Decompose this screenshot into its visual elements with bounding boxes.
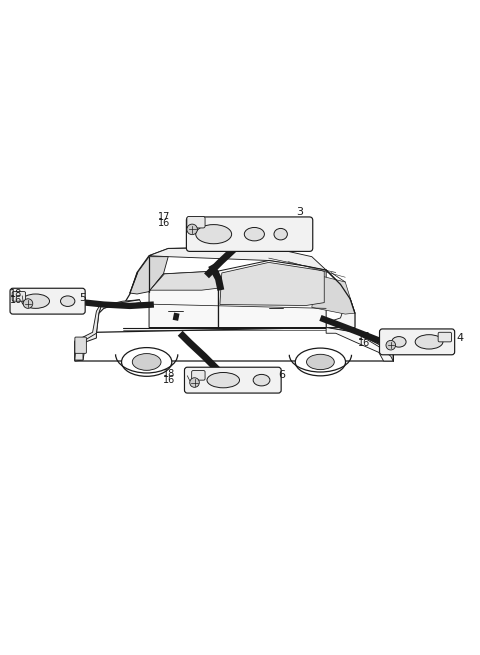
Circle shape: [190, 378, 199, 387]
FancyBboxPatch shape: [383, 342, 395, 353]
Text: 3: 3: [296, 208, 303, 217]
Polygon shape: [326, 299, 355, 328]
Text: 4: 4: [456, 333, 464, 343]
Ellipse shape: [274, 229, 288, 240]
Text: 16: 16: [359, 338, 371, 348]
Ellipse shape: [121, 348, 172, 377]
Text: 17: 17: [358, 332, 371, 342]
FancyBboxPatch shape: [380, 329, 455, 355]
Ellipse shape: [295, 348, 346, 376]
FancyBboxPatch shape: [186, 217, 313, 252]
Polygon shape: [312, 275, 355, 314]
FancyBboxPatch shape: [438, 332, 452, 342]
Polygon shape: [130, 257, 168, 294]
Text: 16: 16: [158, 218, 170, 228]
Circle shape: [23, 299, 33, 309]
Ellipse shape: [392, 337, 406, 347]
Ellipse shape: [253, 375, 270, 386]
Polygon shape: [75, 328, 393, 361]
FancyBboxPatch shape: [12, 291, 25, 301]
FancyBboxPatch shape: [184, 367, 281, 393]
Ellipse shape: [196, 225, 232, 244]
FancyBboxPatch shape: [10, 288, 85, 314]
Ellipse shape: [132, 354, 161, 370]
Text: 18: 18: [163, 369, 175, 379]
Circle shape: [187, 224, 197, 234]
Text: 17: 17: [158, 212, 170, 223]
Polygon shape: [96, 247, 355, 332]
Ellipse shape: [60, 296, 75, 307]
Polygon shape: [75, 332, 96, 361]
FancyBboxPatch shape: [187, 216, 205, 228]
Ellipse shape: [307, 354, 334, 369]
Polygon shape: [150, 271, 217, 290]
Text: 16: 16: [10, 295, 23, 305]
Text: 18: 18: [10, 289, 23, 299]
Polygon shape: [218, 261, 326, 328]
FancyBboxPatch shape: [192, 371, 205, 380]
Polygon shape: [149, 247, 326, 270]
Polygon shape: [75, 305, 101, 360]
Text: 16: 16: [163, 375, 175, 384]
Ellipse shape: [244, 227, 264, 241]
Ellipse shape: [207, 373, 240, 388]
Polygon shape: [149, 271, 218, 328]
Ellipse shape: [415, 335, 443, 349]
Circle shape: [386, 341, 396, 350]
Polygon shape: [220, 263, 324, 305]
Polygon shape: [326, 328, 393, 361]
Text: 5: 5: [79, 293, 86, 303]
Ellipse shape: [22, 294, 49, 309]
Polygon shape: [99, 300, 142, 313]
FancyBboxPatch shape: [75, 337, 86, 353]
Text: 6: 6: [278, 370, 285, 381]
